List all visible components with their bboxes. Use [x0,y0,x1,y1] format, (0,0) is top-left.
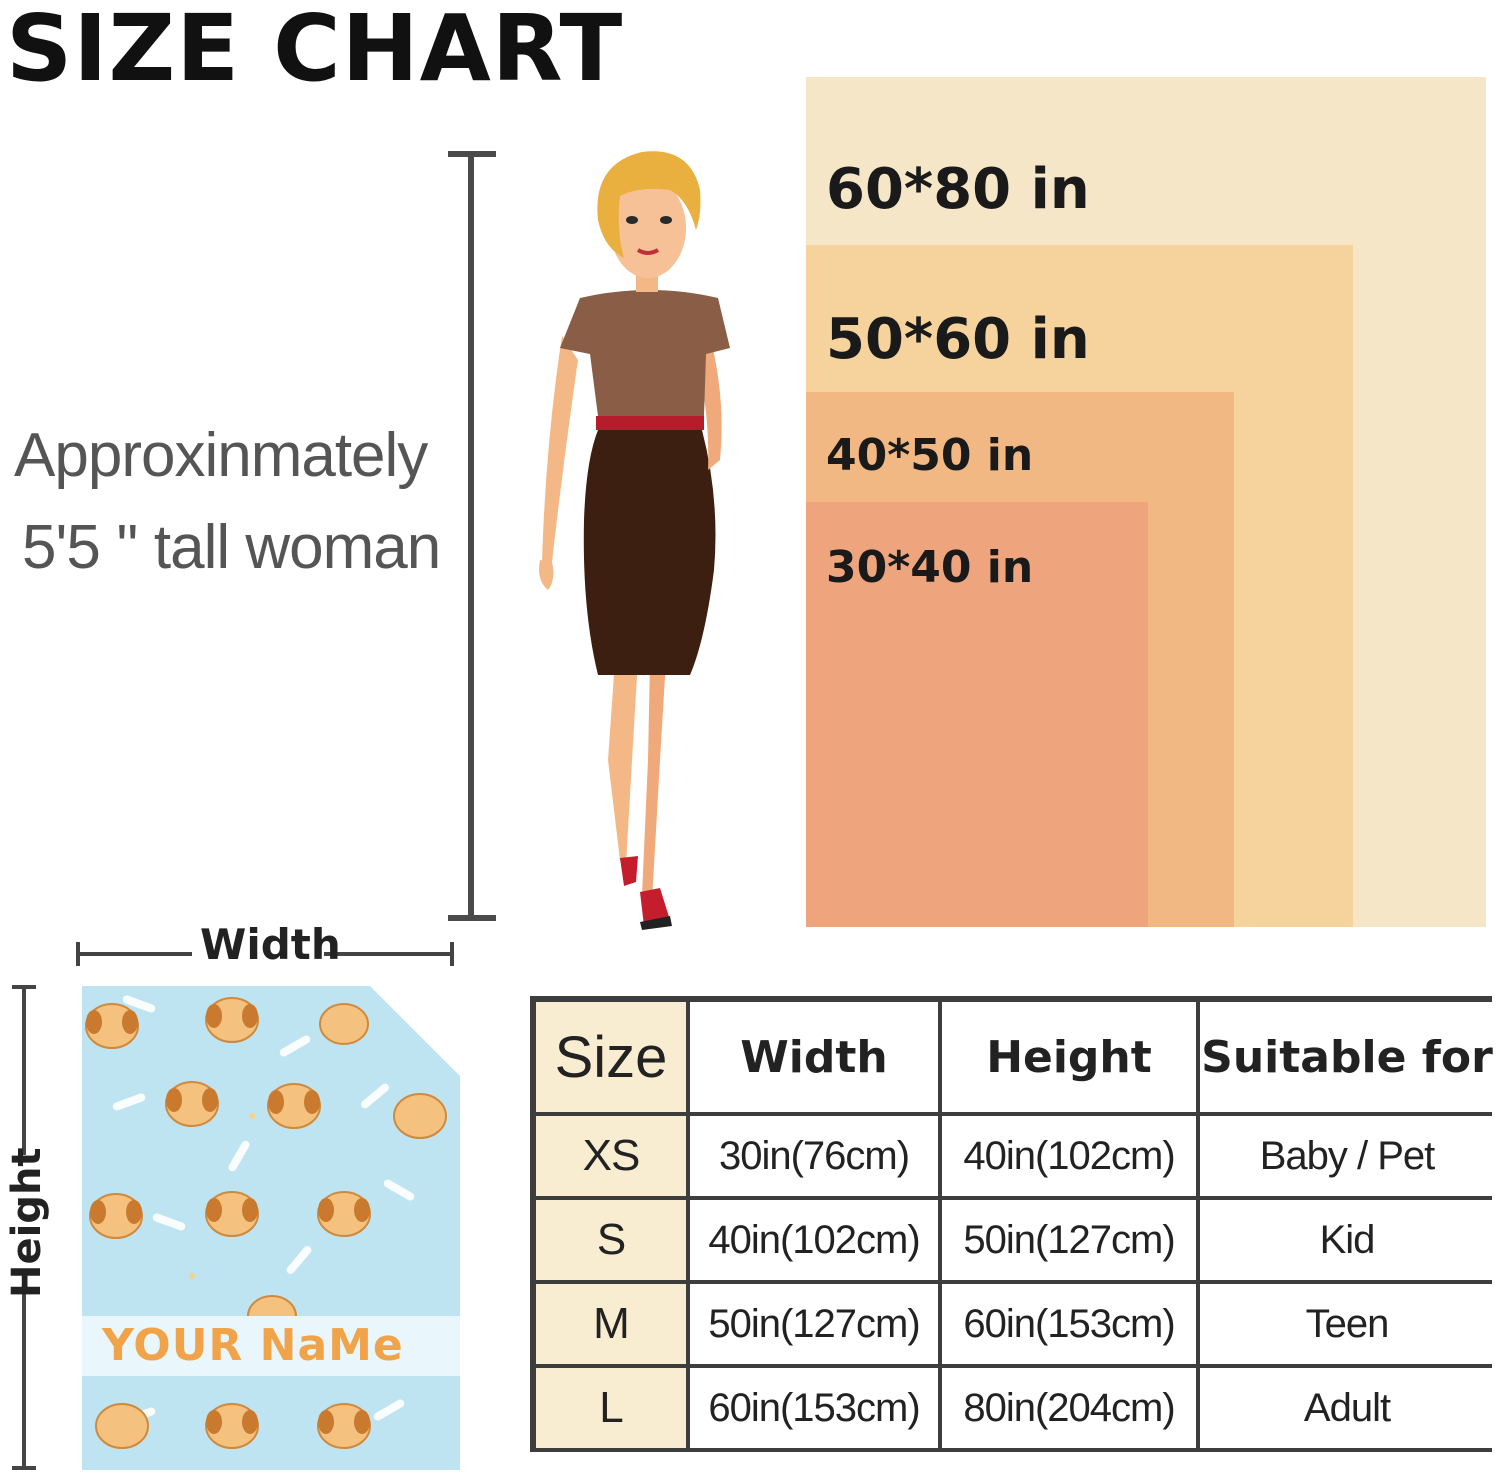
puppy-pattern [85,995,447,1449]
row-l-width: 60in(153cm) [690,1368,938,1448]
header-height: Height [942,1002,1196,1112]
person-note-line1: Approxinmately [14,421,428,490]
row-m-width: 50in(127cm) [690,1284,938,1364]
size-box-label: 30*40 in [826,542,1034,593]
row-m-size: M [536,1284,686,1364]
row-xs-size: XS [536,1116,686,1196]
size-table: Size Width Height Suitable for XS 30in(7… [530,996,1494,1452]
row-s-size: S [536,1200,686,1280]
size-box-label: 50*60 in [826,307,1090,372]
row-s-height: 50in(127cm) [942,1200,1196,1280]
height-ruler [448,151,496,921]
person-note-line2: 5'5 '' tall woman [22,513,441,582]
row-l-size: L [536,1368,686,1448]
width-label: Width [200,920,341,969]
blanket-fold [370,986,460,1076]
row-s-width: 40in(102cm) [690,1200,938,1280]
row-xs-height: 40in(102cm) [942,1116,1196,1196]
row-xs-width: 30in(76cm) [690,1116,938,1196]
header-width: Width [690,1002,938,1112]
blanket-image: YOUR NaMe [82,986,460,1470]
row-l-suitable: Adult [1200,1368,1494,1448]
size-box-30x40: 30*40 in [806,502,1148,927]
row-m-height: 60in(153cm) [942,1284,1196,1364]
header-suitable-for: Suitable for [1200,1002,1494,1112]
blanket-height-ruler [10,985,38,1470]
page-title: SIZE CHART [6,0,624,102]
name-banner [82,1316,460,1376]
row-m-suitable: Teen [1200,1284,1494,1364]
size-box-label: 40*50 in [826,430,1034,481]
width-ruler [76,940,454,968]
woman-illustration [539,151,730,930]
personalized-name: YOUR NaMe [102,1320,404,1371]
size-box-label: 60*80 in [826,157,1090,222]
row-xs-suitable: Baby / Pet [1200,1116,1494,1196]
header-size: Size [536,1002,686,1112]
person-height-note: Approxinmately 5'5 '' tall woman [14,410,441,594]
height-label: Height [4,1147,50,1298]
row-s-suitable: Kid [1200,1200,1494,1280]
row-l-height: 80in(204cm) [942,1368,1196,1448]
